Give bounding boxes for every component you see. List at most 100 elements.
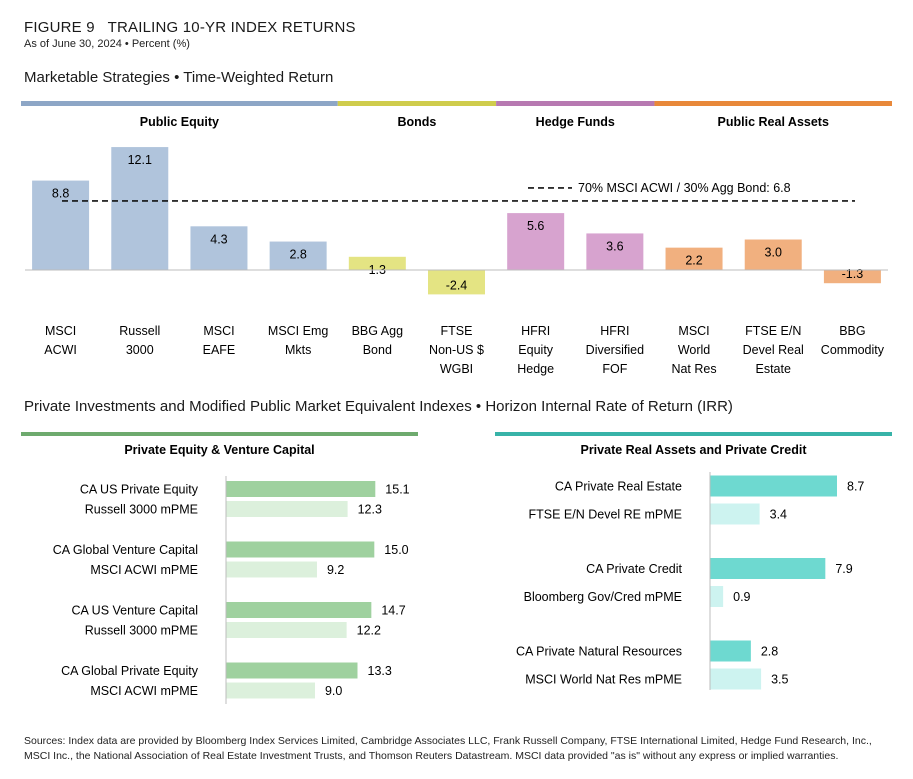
tick-label: Russell	[119, 324, 160, 338]
row-label: CA Private Real Estate	[555, 480, 682, 494]
tick-label: FOF	[602, 362, 627, 376]
data-label: 12.3	[358, 503, 382, 517]
tick-label: Devel Real	[743, 343, 804, 357]
data-label: 9.0	[325, 684, 342, 698]
figure-subtitle: As of June 30, 2024 • Percent (%)	[24, 38, 190, 50]
data-label: 14.7	[381, 604, 405, 618]
group-band-1	[337, 101, 497, 106]
row-label: CA Global Private Equity	[61, 664, 199, 678]
tick-label: EAFE	[203, 343, 236, 357]
data-label: 12.2	[357, 624, 381, 638]
tick-label: 3000	[126, 343, 154, 357]
bar	[111, 147, 169, 270]
figure-title: FIGURE 9 TRAILING 10-YR INDEX RETURNS	[24, 19, 356, 36]
data-label: 13.3	[368, 664, 392, 678]
data-label: 2.8	[761, 645, 778, 659]
data-label: 8.7	[847, 480, 864, 494]
bar	[586, 233, 644, 270]
group-label-0: Public Equity	[140, 115, 219, 129]
group-band-3	[654, 101, 892, 106]
data-label: 7.9	[835, 562, 852, 576]
marketable-bar-chart: Public Equity Bonds Hedge Funds Public Real…	[21, 101, 892, 376]
bar	[507, 213, 565, 270]
private-equity-bar-chart: Private Equity & Venture Capital CA US Pr…	[21, 432, 418, 704]
section-title-private: Private Investments and Modified Public …	[24, 398, 733, 415]
data-label: 8.8	[52, 187, 69, 201]
data-label: -1.3	[842, 267, 864, 281]
row-label: CA Private Natural Resources	[516, 645, 682, 659]
row-label: Russell 3000 mPME	[85, 624, 198, 638]
tick-label: Commodity	[821, 343, 885, 357]
tick-label: MSCI	[203, 324, 234, 338]
bar	[269, 241, 327, 270]
figure-label: FIGURE 9	[24, 19, 95, 36]
tick-label: BBG Agg	[352, 324, 403, 338]
data-label: 3.5	[771, 673, 788, 687]
tick-label: FTSE	[441, 324, 473, 338]
panel-title: Private Real Assets and Private Credit	[580, 443, 807, 457]
data-label: 3.0	[765, 246, 782, 260]
bar	[226, 662, 358, 679]
bar	[710, 475, 837, 497]
data-label: 15.0	[384, 543, 408, 557]
group-band-2	[496, 101, 655, 106]
bar	[226, 602, 372, 618]
data-label: 3.4	[770, 508, 787, 522]
bar	[744, 239, 802, 270]
bar	[32, 180, 90, 270]
bar	[226, 481, 376, 497]
tick-label: Equity	[518, 343, 553, 357]
bar	[710, 503, 760, 525]
figure-title-text: TRAILING 10-YR INDEX RETURNS	[107, 19, 356, 36]
row-label: CA Global Venture Capital	[53, 543, 198, 557]
row-label: CA US Private Equity	[80, 483, 199, 497]
data-label: 2.2	[685, 254, 702, 268]
benchmark-label: 70% MSCI ACWI / 30% Agg Bond: 6.8	[578, 181, 791, 195]
row-label: Russell 3000 mPME	[85, 503, 198, 517]
group-band-0	[21, 101, 338, 106]
tick-label: HFRI	[600, 324, 629, 338]
private-real-assets-bar-chart: Private Real Assets and Private Credit CA…	[495, 432, 892, 690]
bar	[665, 247, 723, 270]
row-label: MSCI ACWI mPME	[90, 563, 198, 577]
tick-label: Non-US $	[429, 343, 484, 357]
tick-label: Diversified	[586, 343, 644, 357]
group-label-3: Public Real Assets	[718, 115, 829, 129]
tick-label: MSCI	[45, 324, 76, 338]
bar	[428, 270, 485, 295]
panel-header-band	[21, 432, 418, 436]
tick-label: Mkts	[285, 343, 311, 357]
bar	[226, 561, 317, 578]
row-label: MSCI World Nat Res mPME	[525, 673, 682, 687]
bar	[710, 640, 751, 662]
bar	[226, 622, 347, 638]
bar	[190, 226, 248, 270]
bar	[226, 501, 348, 517]
tick-label: ACWI	[44, 343, 77, 357]
tick-label: BBG	[839, 324, 865, 338]
bar	[226, 682, 315, 699]
tick-label: Bond	[363, 343, 392, 357]
data-label: 15.1	[385, 483, 409, 497]
data-label: 2.8	[289, 248, 306, 262]
bar	[226, 541, 375, 558]
tick-label: WGBI	[440, 362, 473, 376]
data-label: -2.4	[446, 278, 468, 292]
bar	[710, 558, 826, 579]
bar	[710, 586, 724, 607]
tick-label: FTSE E/N	[745, 324, 801, 338]
bar	[710, 668, 762, 690]
data-label: 9.2	[327, 563, 344, 577]
tick-label: Estate	[756, 362, 791, 376]
section-title-marketable: Marketable Strategies • Time-Weighted Re…	[24, 69, 334, 86]
bar	[823, 270, 881, 284]
tick-label: Nat Res	[671, 362, 716, 376]
group-label-1: Bonds	[397, 115, 436, 129]
tick-label: MSCI	[678, 324, 709, 338]
bar	[348, 256, 406, 270]
tick-label: HFRI	[521, 324, 550, 338]
panel-title: Private Equity & Venture Capital	[124, 443, 314, 457]
tick-label: World	[678, 343, 710, 357]
group-label-2: Hedge Funds	[536, 115, 615, 129]
